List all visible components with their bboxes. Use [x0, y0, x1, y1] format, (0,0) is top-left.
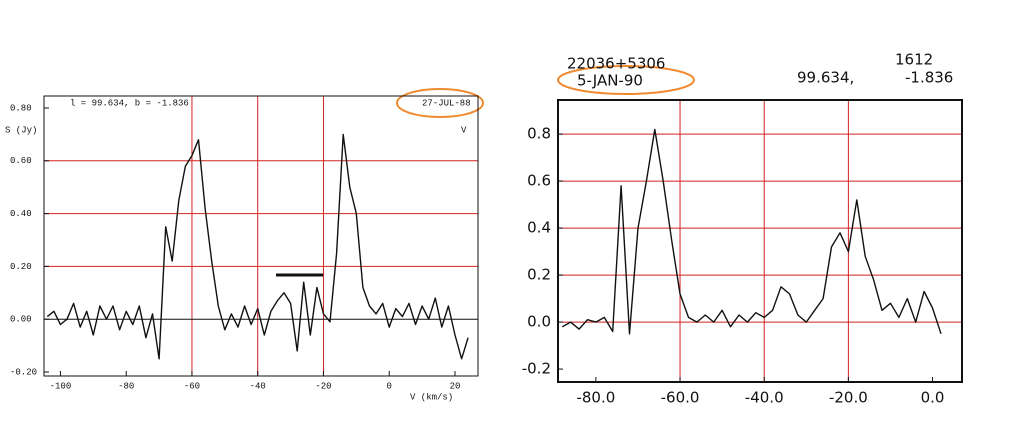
y-tick-label: 0.6: [527, 172, 551, 190]
annotation: 27-JUL-88: [422, 98, 471, 108]
x-tick-label: -40.0: [745, 389, 784, 407]
x-tick-label: 0: [387, 381, 392, 391]
annotation: 1612: [895, 51, 933, 69]
y-tick-label: 0.8: [527, 125, 551, 143]
x-tick-label: -80: [118, 381, 134, 391]
x-tick-label: -80.0: [576, 389, 615, 407]
y-tick-label: 0.00: [10, 315, 32, 325]
y-tick-label: 0.80: [10, 103, 32, 113]
x-tick-label: -20: [315, 381, 331, 391]
y-tick-label: 0.40: [10, 209, 32, 219]
annotation: V (km/s): [410, 392, 453, 402]
annotation: 5-JAN-90: [577, 72, 643, 90]
plot-frame: [43, 95, 479, 377]
x-tick-label: 20: [450, 381, 461, 391]
annotation: S (Jy): [5, 125, 37, 135]
annotation: -1.836: [905, 69, 953, 87]
x-tick-label: -40: [250, 381, 266, 391]
highlight-ellipse: [557, 65, 695, 95]
annotation: V: [461, 125, 467, 135]
x-tick-label: 0.0: [921, 389, 945, 407]
x-tick-label: -100: [50, 381, 72, 391]
plot-frame: [557, 99, 963, 383]
spectrum-line: [46, 133, 469, 360]
annotation: l = 99.634, b = -1.836: [70, 98, 189, 108]
y-tick-label: 0.60: [10, 156, 32, 166]
spectrum-line: [561, 128, 942, 335]
chart: -0.20 0.00 0.20 0.40 0.60 0.80 -100 -80 -60 -40 -2…: [5, 95, 479, 402]
chart: -0.2 0.0 0.2 0.4 0.6 0.8 -80.0 -60.0 -40.0 -20.0 0…: [522, 51, 963, 407]
y-tick-label: -0.2: [522, 360, 551, 378]
annotation: 22036+5306: [567, 55, 665, 73]
y-tick-label: 0.20: [10, 262, 32, 272]
y-tick-label: 0.4: [527, 219, 551, 237]
y-tick-label: -0.20: [10, 367, 37, 377]
annotation: 99.634,: [797, 69, 854, 87]
x-tick-label: -20.0: [829, 389, 868, 407]
highlight-ellipse: [396, 88, 484, 118]
x-tick-label: -60: [184, 381, 200, 391]
y-tick-label: 0.0: [527, 313, 551, 331]
x-tick-label: -60.0: [661, 389, 700, 407]
y-tick-label: 0.2: [527, 266, 551, 284]
